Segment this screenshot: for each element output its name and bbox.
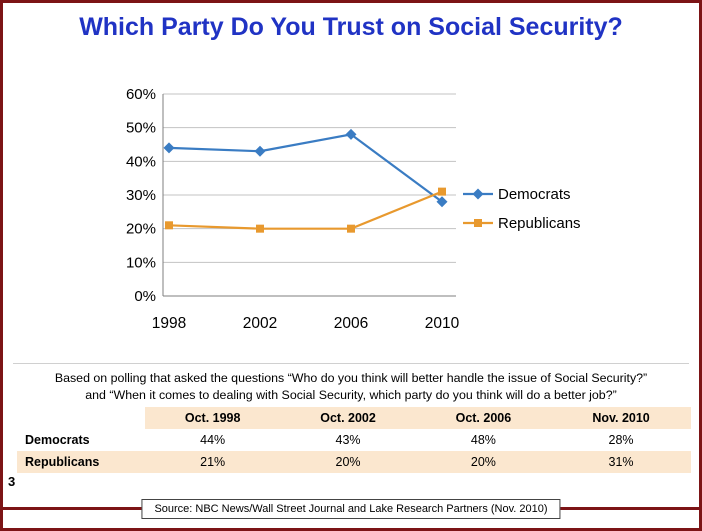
- y-tick-label: 30%: [126, 187, 156, 204]
- cell-value: 48%: [470, 433, 496, 447]
- legend-label-republicans: Republicans: [498, 215, 581, 232]
- series-marker-square: [474, 219, 482, 227]
- page-number: 3: [8, 474, 16, 489]
- legend-label-democrats: Democrats: [498, 186, 571, 203]
- cell-value: 44%: [200, 433, 226, 447]
- series-marker-square: [438, 187, 446, 196]
- polling-note: Based on polling that asked the question…: [13, 363, 689, 403]
- cell-value: 28%: [608, 433, 634, 447]
- y-tick-label: 0%: [134, 288, 156, 305]
- series-line-democrats: [168, 133, 443, 203]
- row-label-republicans: Republicans: [17, 451, 145, 473]
- trust-line-chart: 0% 10% 20% 30% 40% 50% 60% 1998 2002 2006 2010 Demo…: [126, 86, 581, 332]
- x-tick-label: 2006: [334, 315, 368, 332]
- polling-note-line1: Based on polling that asked the question…: [54, 371, 648, 385]
- table-corner-cell: [17, 407, 145, 429]
- cell-value: 20%: [415, 451, 552, 473]
- y-tick-label: 60%: [126, 86, 156, 103]
- table-row-democrats: Democrats 44% 43% 48% 28%: [17, 429, 691, 451]
- col-header-nov-2010: Nov. 2010: [551, 407, 691, 429]
- source-text: Source: NBC News/Wall Street Journal and…: [154, 503, 548, 515]
- series-marker-diamond: [345, 128, 357, 140]
- series-marker-square: [347, 224, 355, 233]
- poll-results-table: Oct. 1998 Oct. 2002 Oct. 2006 Nov. 2010 …: [17, 407, 691, 473]
- col-header-oct-2006: Oct. 2006: [415, 407, 552, 429]
- col-header-oct-1998: Oct. 1998: [145, 407, 281, 429]
- source-box: Source: NBC News/Wall Street Journal and…: [141, 499, 561, 519]
- x-tick-label: 2010: [425, 315, 460, 332]
- series-marker-diamond: [163, 142, 175, 154]
- cell-value: 20%: [280, 451, 416, 473]
- slide-title: Which Party Do You Trust on Social Secur…: [79, 13, 623, 41]
- cell-value: 21%: [145, 451, 281, 473]
- cell-value: 31%: [551, 451, 691, 473]
- y-tick-label: 50%: [126, 120, 156, 137]
- series-marker-square: [165, 221, 173, 230]
- y-tick-label: 20%: [126, 221, 156, 238]
- cell-value: 43%: [335, 433, 361, 447]
- series-line-republicans: [168, 190, 443, 230]
- series-marker-diamond: [436, 196, 448, 208]
- chart-area: 0% 10% 20% 30% 40% 50% 60% 1998 2002 2006 2010 Demo…: [91, 77, 671, 359]
- col-header-oct-2002: Oct. 2002: [280, 407, 416, 429]
- series-marker-square: [256, 224, 264, 233]
- series-marker-diamond: [472, 188, 484, 200]
- polling-note-line2: and “When it comes to dealing with Socia…: [85, 387, 617, 402]
- table-row-republicans: Republicans 21% 20% 20% 31%: [17, 451, 691, 473]
- x-tick-label: 2002: [243, 315, 277, 332]
- series-marker-diamond: [254, 145, 266, 157]
- y-tick-label: 40%: [126, 153, 156, 170]
- y-tick-label: 10%: [126, 254, 156, 271]
- x-tick-label: 1998: [152, 315, 186, 332]
- table-header-row: Oct. 1998 Oct. 2002 Oct. 2006 Nov. 2010: [17, 407, 691, 429]
- row-label-democrats: Democrats: [25, 433, 90, 447]
